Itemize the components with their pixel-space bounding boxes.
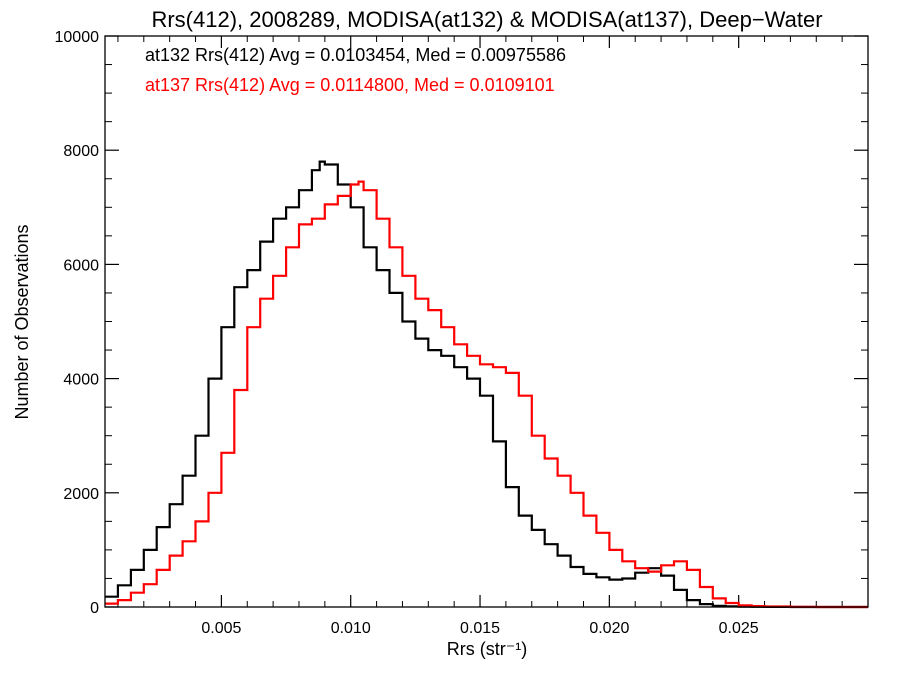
x-tick-label: 0.015	[460, 620, 500, 637]
y-tick-label: 6000	[63, 257, 99, 274]
series-line-1	[105, 180, 868, 609]
series-line-0	[105, 160, 868, 609]
axis-ticks: 0.005 0.010 0.015 0.020 0.025 0 2000 4000 6000 80…	[55, 29, 868, 637]
y-axis-label: Number of Observations	[12, 224, 32, 419]
chart-title: Rrs(412), 2008289, MODISA(at132) & MODIS…	[151, 7, 822, 32]
y-tick-label: 10000	[55, 29, 100, 46]
x-tick-label: 0.005	[201, 620, 241, 637]
plot-frame	[104, 35, 869, 608]
y-tick-label: 8000	[63, 143, 99, 160]
x-tick-label: 0.010	[331, 620, 371, 637]
y-tick-label: 2000	[63, 486, 99, 503]
y-tick-label: 4000	[63, 372, 99, 389]
x-tick-label: 0.025	[719, 620, 759, 637]
y-tick-label: 0	[90, 600, 99, 617]
annotation-at137: at137 Rrs(412) Avg = 0.0114800, Med = 0.…	[145, 75, 555, 95]
annotation-at132: at132 Rrs(412) Avg = 0.0103454, Med = 0.…	[145, 45, 566, 65]
series-lines	[105, 160, 868, 609]
x-tick-label: 0.020	[589, 620, 629, 637]
x-axis-label: Rrs (str⁻¹)	[447, 639, 527, 659]
